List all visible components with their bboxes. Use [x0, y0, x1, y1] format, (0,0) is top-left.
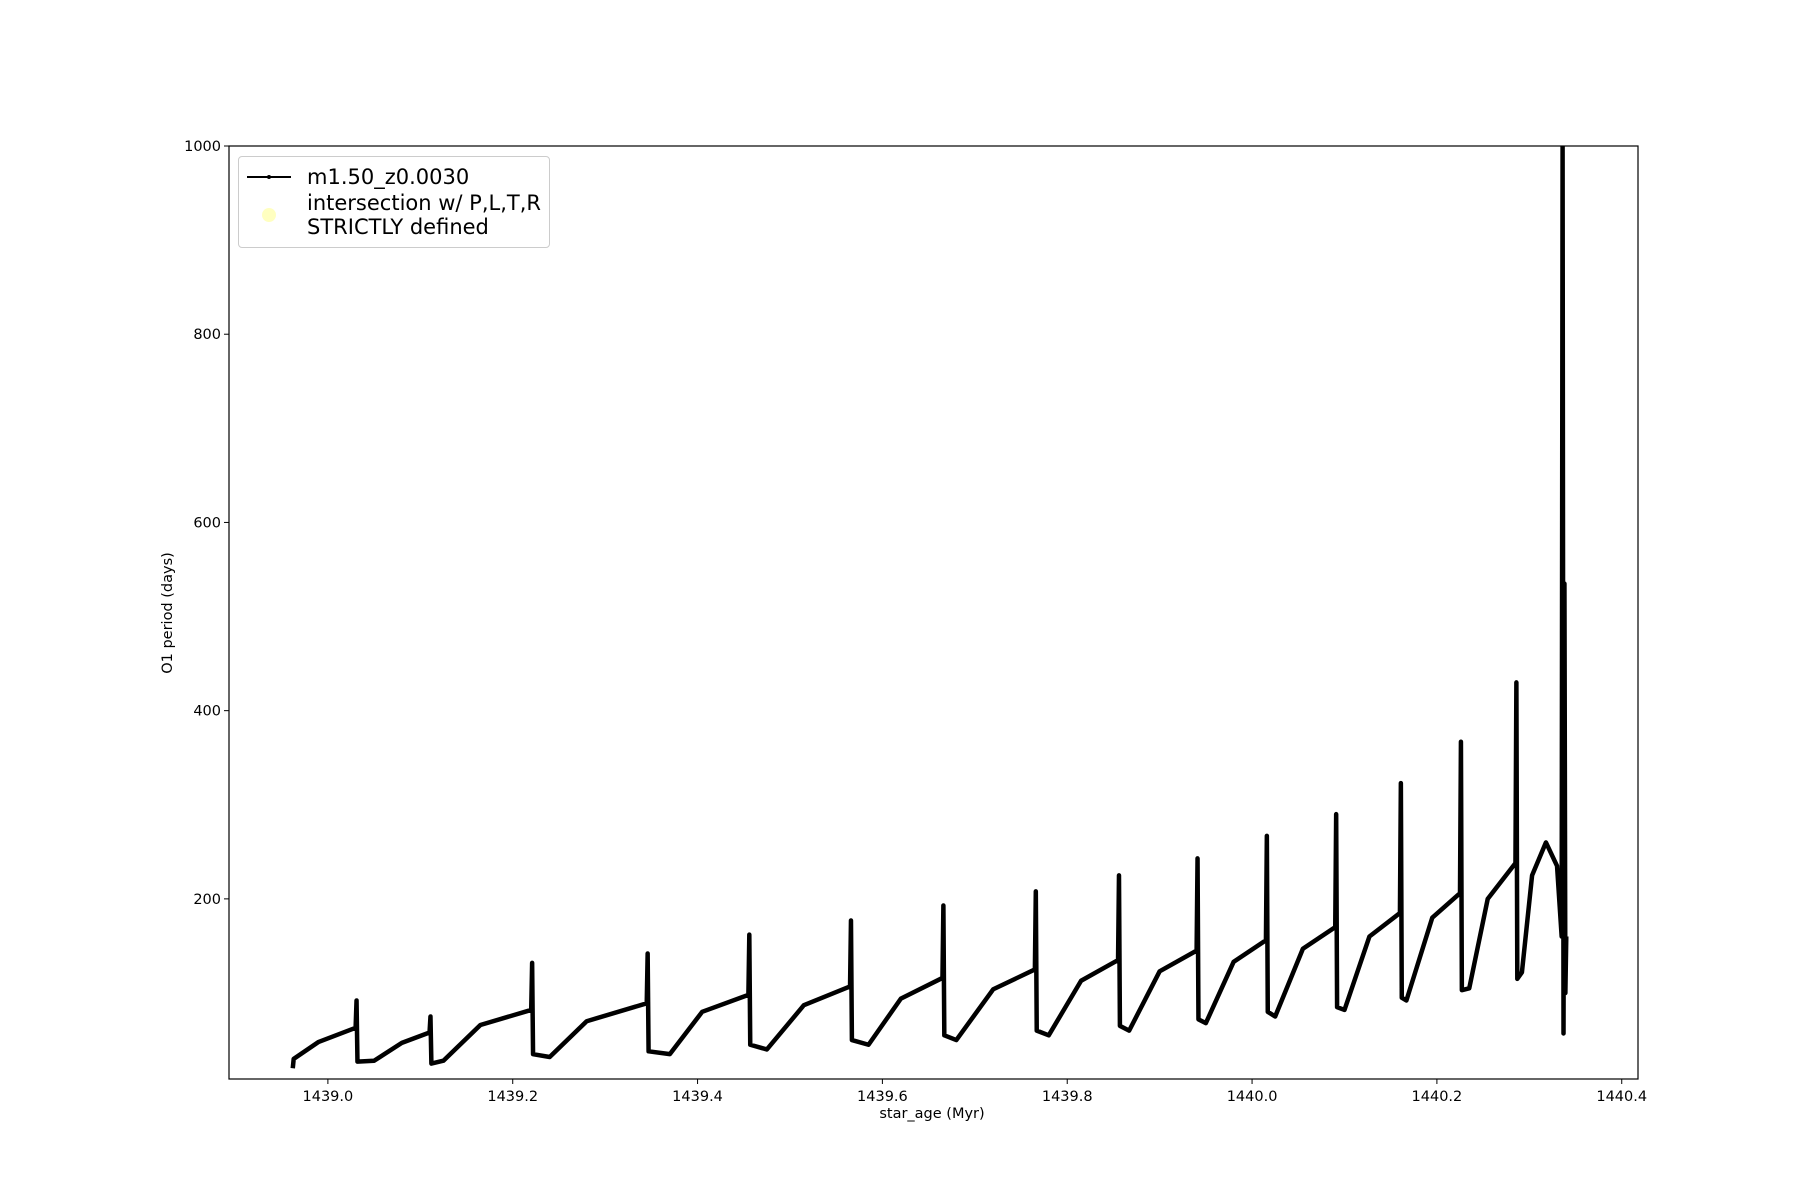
x-tick-label: 1439.4: [672, 1089, 723, 1105]
legend-label: intersection w/ P,L,T,R STRICTLY defined: [307, 191, 541, 239]
x-tick-label: 1440.0: [1227, 1089, 1278, 1105]
x-tick-label: 1439.8: [1042, 1089, 1093, 1105]
legend-swatch: [247, 165, 291, 189]
x-tick-label: 1440.4: [1596, 1089, 1647, 1105]
legend-swatch: [247, 203, 291, 227]
legend: m1.50_z0.0030 intersection w/ P,L,T,R STR…: [238, 156, 550, 248]
x-axis-label: star_age (Myr): [879, 1106, 984, 1122]
y-tick-label: 800: [193, 327, 221, 343]
plot-frame: [228, 145, 1639, 1080]
legend-label: m1.50_z0.0030: [307, 165, 470, 189]
x-tick-label: 1439.0: [303, 1089, 354, 1105]
y-tick-label: 1000: [184, 139, 221, 155]
y-axis-label: O1 period (days): [160, 552, 176, 674]
y-tick-label: 200: [193, 892, 221, 908]
series-line: [290, 146, 1569, 1069]
x-tick-label: 1439.6: [857, 1089, 908, 1105]
y-tick-label: 600: [193, 515, 221, 531]
legend-entry: intersection w/ P,L,T,R STRICTLY defined: [247, 191, 541, 239]
legend-entry: m1.50_z0.0030: [247, 165, 541, 189]
x-tick-label: 1440.2: [1412, 1089, 1463, 1105]
x-tick-label: 1439.2: [487, 1089, 538, 1105]
y-tick-label: 400: [193, 704, 221, 720]
